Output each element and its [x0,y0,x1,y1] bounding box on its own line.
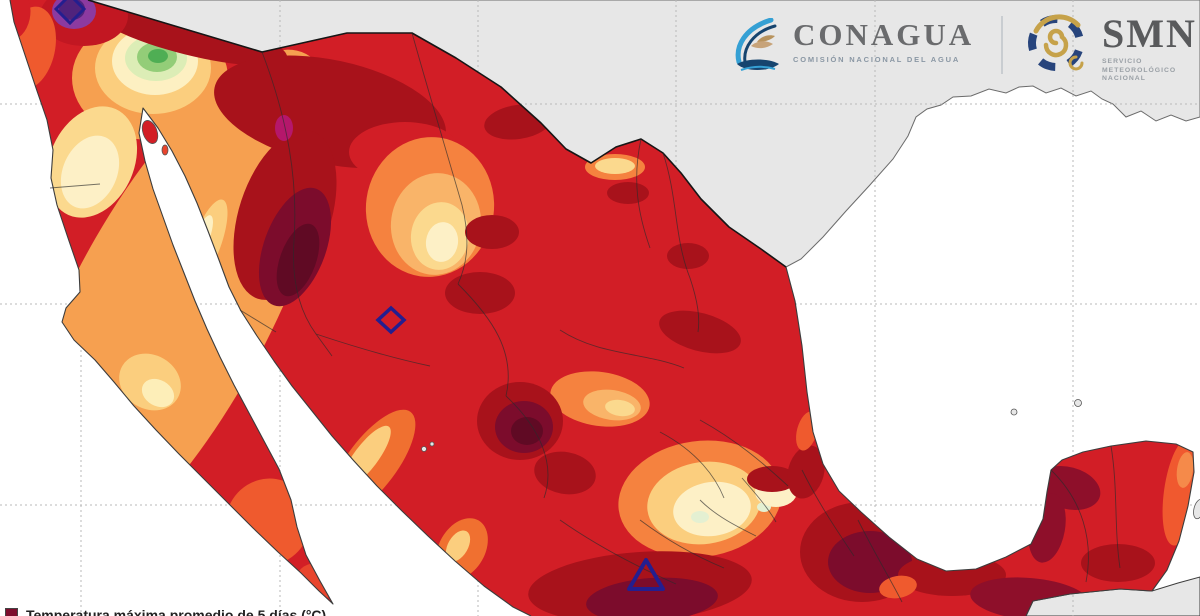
marker-triangle-south [627,558,665,591]
map-markers [53,0,665,591]
legend-swatch [5,608,18,616]
marker-diamond-north [53,0,87,26]
mexico-coastline [9,0,1195,616]
state-borders [49,32,1121,603]
marker-diamond-center [375,305,407,335]
us-mexico-border [87,0,787,268]
caption-text: Temperatura máxima promedio de 5 días (°… [26,607,327,616]
map-caption: Temperatura máxima promedio de 5 días (°… [5,607,326,616]
islands [141,120,1200,520]
